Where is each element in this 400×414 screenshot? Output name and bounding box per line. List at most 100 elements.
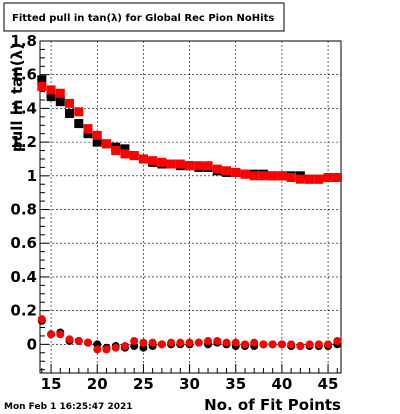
data-point-square xyxy=(129,151,139,161)
data-point-square xyxy=(332,173,342,183)
axis-ticks xyxy=(40,40,338,373)
x-tick-label: 45 xyxy=(318,375,339,393)
data-point-circle xyxy=(287,340,296,349)
data-point-circle xyxy=(120,342,129,351)
data-point-circle xyxy=(213,336,222,345)
chart-title: Fitted pull in tan(λ) for Global Rec Pio… xyxy=(12,13,274,24)
data-markers xyxy=(37,75,342,354)
data-point-circle xyxy=(56,330,65,339)
data-point-square xyxy=(138,154,148,164)
data-point-square xyxy=(268,171,278,181)
x-tick-label: 20 xyxy=(87,375,108,393)
data-point-circle xyxy=(84,338,93,347)
data-point-square xyxy=(323,173,333,183)
data-point-square xyxy=(157,157,167,167)
data-point-circle xyxy=(314,340,323,349)
y-tick-label: 1.4 xyxy=(10,99,37,117)
y-tick-label: 1.6 xyxy=(10,66,37,84)
data-point-circle xyxy=(176,338,185,347)
x-tick-label: 35 xyxy=(225,375,246,393)
data-point-square xyxy=(166,159,176,169)
data-point-circle xyxy=(102,345,111,354)
title-box xyxy=(3,2,285,32)
data-point-square xyxy=(46,92,56,102)
data-point-square xyxy=(74,119,84,129)
data-point-square xyxy=(203,161,213,171)
data-point-square xyxy=(37,82,47,92)
data-point-circle xyxy=(333,336,342,345)
data-point-square xyxy=(249,171,259,181)
y-tick-label: 0.8 xyxy=(10,201,37,219)
data-point-square xyxy=(222,166,232,176)
data-point-circle xyxy=(65,335,74,344)
data-point-circle xyxy=(204,336,213,345)
data-point-circle xyxy=(250,338,259,347)
data-point-circle xyxy=(130,336,139,345)
data-point-square xyxy=(55,97,65,107)
data-point-square xyxy=(194,161,204,171)
data-point-square xyxy=(101,139,111,149)
datestamp: Mon Feb 1 16:25:47 2021 xyxy=(4,402,133,412)
tick-labels: 15 20 25 30 35 40 45 0 0.2 0.4 0.6 0.8 1 1.2 1.4 1.6 1.8 xyxy=(10,32,338,393)
data-point-circle xyxy=(324,340,333,349)
data-point-square xyxy=(55,88,65,98)
data-point-circle xyxy=(231,338,240,347)
y-tick-label: 1 xyxy=(27,167,37,185)
data-point-square xyxy=(212,164,222,174)
y-axis-title: pull in tan(λ) xyxy=(8,43,26,152)
data-point-circle xyxy=(194,338,203,347)
data-point-circle xyxy=(111,343,120,352)
data-point-square xyxy=(258,171,268,181)
y-tick-label: 0.4 xyxy=(10,268,37,286)
data-point-circle xyxy=(185,338,194,347)
data-point-square xyxy=(74,107,84,117)
data-point-square xyxy=(92,130,102,140)
data-point-circle xyxy=(157,340,166,349)
y-tick-label: 1.2 xyxy=(10,133,37,151)
x-tick-label: 25 xyxy=(133,375,154,393)
data-point-circle xyxy=(37,315,46,324)
data-point-square xyxy=(83,124,93,134)
data-point-square xyxy=(92,137,102,147)
data-point-square xyxy=(240,169,250,179)
data-point-square xyxy=(175,159,185,169)
data-point-circle xyxy=(240,340,249,349)
data-point-square xyxy=(65,98,75,108)
data-point-circle xyxy=(268,340,277,349)
data-point-square xyxy=(277,171,287,181)
data-point-circle xyxy=(148,338,157,347)
data-point-circle xyxy=(277,340,286,349)
data-point-circle xyxy=(93,345,102,354)
data-point-circle xyxy=(139,338,148,347)
data-point-square xyxy=(286,173,296,183)
data-point-square xyxy=(120,149,130,159)
data-point-square xyxy=(185,161,195,171)
data-point-circle xyxy=(167,338,176,347)
data-point-square xyxy=(37,75,47,85)
grid-lines xyxy=(40,40,341,373)
data-point-square xyxy=(231,167,241,177)
plot-frame xyxy=(39,40,342,374)
data-point-square xyxy=(65,108,75,118)
x-tick-label: 40 xyxy=(271,375,292,393)
x-tick-label: 15 xyxy=(41,375,62,393)
data-point-circle xyxy=(259,340,268,349)
data-point-circle xyxy=(222,338,231,347)
data-point-square xyxy=(46,85,56,95)
x-tick-label: 30 xyxy=(179,375,200,393)
data-point-square xyxy=(148,156,158,166)
data-point-circle xyxy=(74,336,83,345)
data-point-square xyxy=(83,129,93,139)
y-tick-label: 1.8 xyxy=(10,32,37,50)
data-point-square xyxy=(314,174,324,184)
data-point-circle xyxy=(305,340,314,349)
data-point-square xyxy=(111,146,121,156)
y-tick-label: 0.2 xyxy=(10,302,37,320)
data-point-square xyxy=(295,174,305,184)
y-tick-label: 0.6 xyxy=(10,234,37,252)
y-tick-label: 0 xyxy=(27,335,37,353)
data-point-square xyxy=(120,144,130,154)
data-point-square xyxy=(305,174,315,184)
x-axis-title: No. of Fit Points xyxy=(204,396,341,414)
